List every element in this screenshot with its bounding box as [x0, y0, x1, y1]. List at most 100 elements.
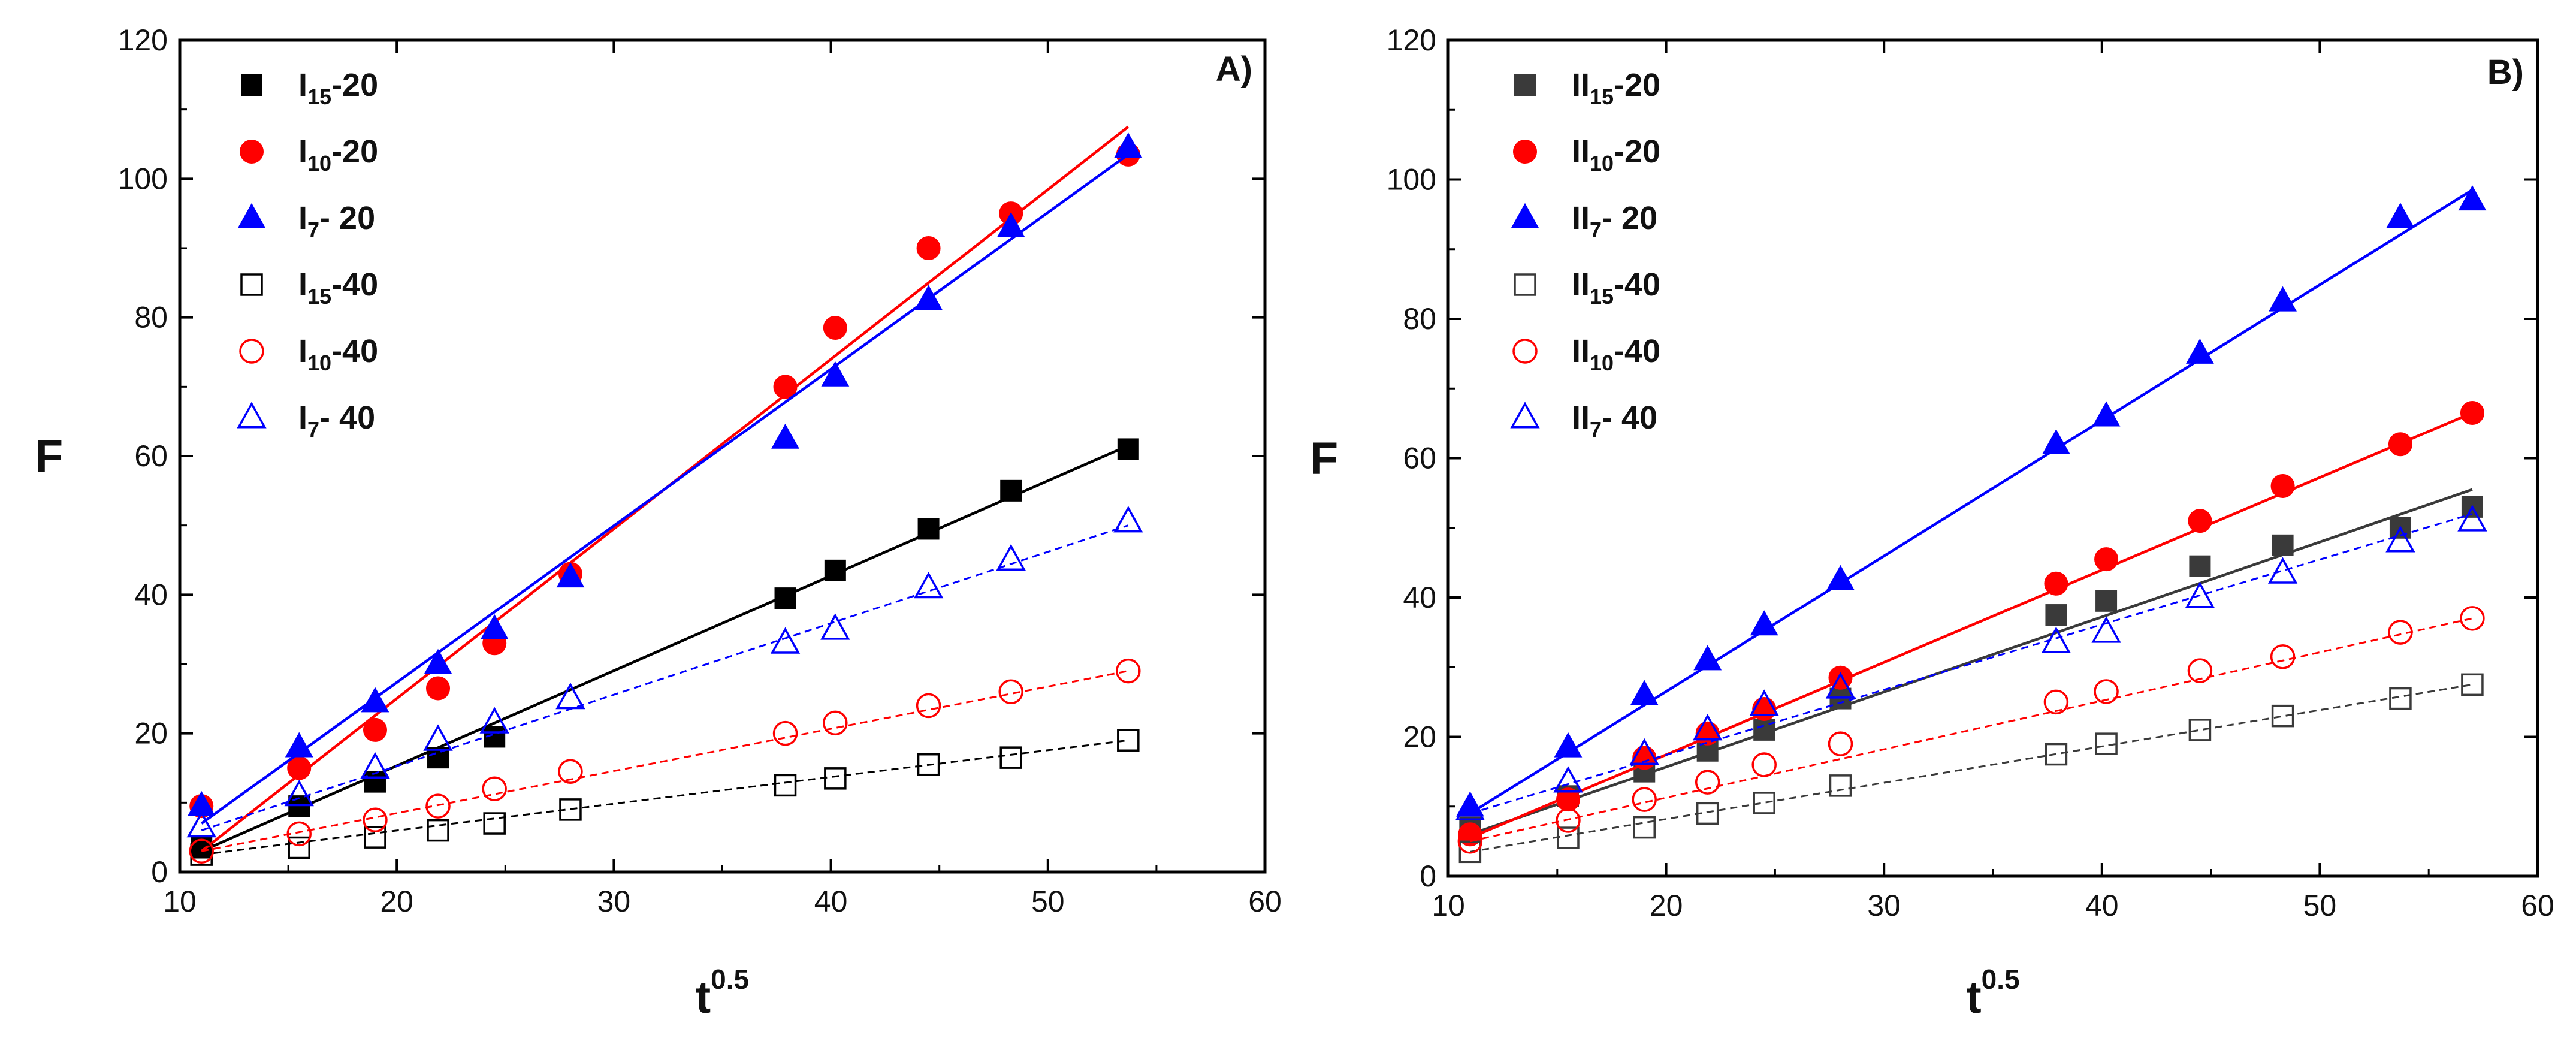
legend-marker — [1514, 74, 1536, 96]
data-point — [2095, 732, 2118, 755]
data-point — [820, 613, 850, 640]
data-point — [1556, 787, 1580, 812]
data-point — [482, 776, 507, 801]
data-point — [2270, 474, 2295, 498]
data-point — [360, 752, 390, 779]
legend-label: I7- 20 — [298, 200, 375, 242]
data-point — [2091, 616, 2121, 643]
data-point — [2388, 620, 2413, 645]
data-point — [186, 811, 216, 838]
x-tick-label: 10 — [1432, 889, 1465, 922]
data-point — [996, 544, 1026, 571]
data-point — [1695, 721, 1720, 746]
data-point — [426, 676, 451, 701]
fit-line — [1469, 411, 2473, 840]
legend-item: I15-40 — [240, 267, 378, 309]
data-point — [427, 819, 449, 842]
data-point — [2041, 626, 2071, 654]
data-point — [1825, 672, 1856, 699]
y-tick-label: 60 — [1403, 442, 1436, 475]
data-point — [1455, 791, 1484, 817]
data-point — [555, 683, 585, 710]
data-point — [824, 767, 847, 790]
y-tick-label: 80 — [134, 301, 168, 334]
legend-label: I15-20 — [298, 67, 378, 109]
data-point — [1693, 714, 1723, 741]
data-point — [2187, 658, 2213, 683]
data-point — [2385, 526, 2415, 553]
data-point — [1829, 774, 1852, 797]
data-point — [1630, 680, 1659, 705]
data-point — [2045, 604, 2067, 626]
data-point — [823, 316, 847, 340]
series-2 — [1455, 185, 2487, 817]
data-point — [556, 562, 585, 588]
data-point — [364, 771, 386, 793]
data-point — [2457, 505, 2487, 532]
data-point — [2271, 704, 2294, 728]
data-point — [917, 753, 940, 776]
legend-marker — [1511, 203, 1539, 228]
data-point — [2461, 673, 2484, 696]
data-point — [1113, 506, 1143, 533]
data-point — [917, 518, 940, 540]
legend-label: II10-40 — [1572, 333, 1660, 375]
y-tick-label: 120 — [118, 23, 168, 57]
legend-marker — [1512, 339, 1538, 364]
series-3 — [1458, 673, 2484, 864]
legend-marker — [237, 203, 266, 228]
x-tick-label: 30 — [597, 885, 631, 918]
data-point — [1750, 610, 1778, 636]
data-point — [1455, 793, 1485, 821]
data-point — [425, 793, 451, 819]
data-point — [1632, 787, 1657, 812]
legend-label: I7- 40 — [298, 400, 375, 442]
series-1 — [1458, 400, 2484, 847]
fit-line — [1469, 488, 2473, 836]
legend-marker — [1510, 402, 1540, 429]
panel-label: A) — [1216, 50, 1252, 89]
legend-marker — [237, 402, 267, 429]
legend-marker — [241, 74, 262, 96]
data-point — [1553, 766, 1583, 793]
data-point — [2460, 400, 2484, 425]
data-point — [558, 759, 583, 784]
y-tick-label: 20 — [134, 717, 168, 750]
x-axis-label-superscript: 0.5 — [711, 964, 749, 995]
data-point — [2185, 581, 2215, 608]
fit-line — [201, 444, 1129, 853]
x-tick-label: 10 — [163, 885, 197, 918]
data-point — [1828, 665, 1853, 690]
data-point — [1629, 738, 1659, 765]
data-point — [998, 679, 1023, 705]
legend-marker — [239, 339, 264, 364]
series-4 — [189, 658, 1141, 864]
legend-label: I15-40 — [298, 267, 378, 309]
y-tick-label: 20 — [1403, 720, 1436, 754]
data-point — [284, 779, 314, 807]
legend-item: I7- 40 — [237, 400, 375, 442]
x-axis-label-superscript: 0.5 — [1982, 964, 2020, 995]
data-point — [1114, 132, 1143, 158]
legend-item: I7- 20 — [237, 200, 375, 242]
data-point — [2044, 571, 2068, 596]
legend: II15-20 II10-20 II7- 20 II15-40 II10-40 II7- … — [1510, 67, 1660, 442]
data-point — [771, 423, 799, 449]
fit-line — [1470, 683, 2473, 853]
x-tick-label: 60 — [1248, 885, 1282, 918]
data-point — [914, 285, 943, 310]
legend-label: II7- 40 — [1572, 400, 1657, 442]
y-tick-label: 120 — [1387, 23, 1436, 57]
panel-a: 10 20 30 40 50 60 0 20 40 60 80 100 120 t0.5 F A) I15-20… — [35, 23, 1282, 1023]
y-tick-label: 40 — [134, 578, 168, 611]
data-point — [286, 821, 312, 847]
data-point — [1826, 565, 1855, 590]
data-point — [423, 724, 453, 751]
legend-item: I10-40 — [239, 333, 378, 375]
y-axis-label: F — [35, 431, 63, 482]
legend-item: II7- 20 — [1511, 200, 1657, 242]
data-point — [1753, 792, 1775, 814]
data-point — [363, 807, 388, 832]
y-tick-label: 80 — [1403, 302, 1436, 336]
